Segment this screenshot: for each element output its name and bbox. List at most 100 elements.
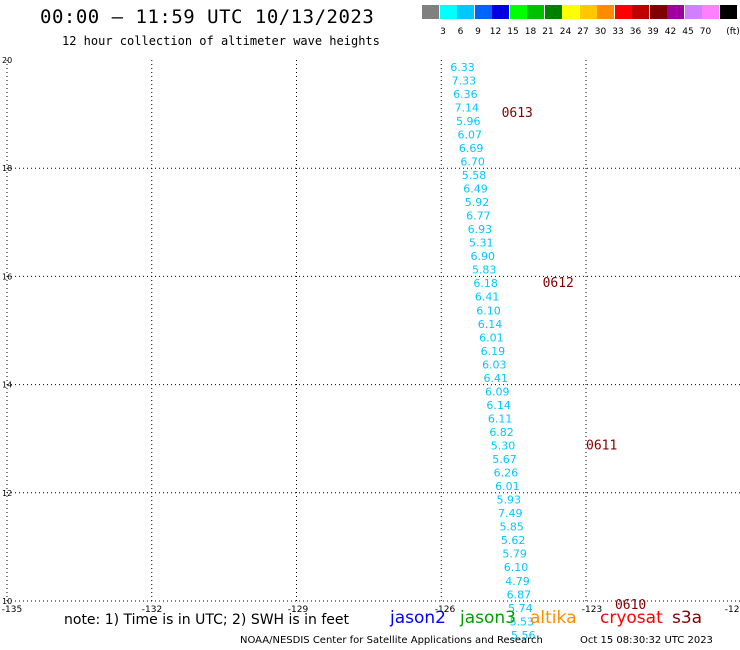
colorbar-label: 24 bbox=[559, 27, 572, 37]
colorbar-label: 42 bbox=[664, 27, 677, 37]
x-tick-label: -132 bbox=[142, 605, 162, 615]
wave-height-label: 6.14 bbox=[486, 399, 511, 412]
wave-height-label: 5.62 bbox=[501, 534, 526, 547]
colorbar-label: 27 bbox=[577, 27, 589, 37]
wave-height-label: 5.31 bbox=[469, 237, 494, 250]
y-tick-label: 18 bbox=[2, 164, 12, 173]
legend-cryosat: cryosat bbox=[600, 608, 663, 628]
colorbar-swatch bbox=[509, 5, 527, 19]
wave-height-label: 4.79 bbox=[505, 575, 530, 588]
chart-title: 00:00 – 11:59 UTC 10/13/2023 bbox=[40, 6, 375, 28]
y-tick-label: 14 bbox=[2, 381, 12, 390]
y-tick-label: 12 bbox=[2, 489, 12, 498]
wave-height-label: 6.09 bbox=[485, 385, 510, 398]
wave-height-label: 6.90 bbox=[470, 250, 495, 263]
wave-height-label: 5.96 bbox=[456, 115, 481, 128]
wave-height-label: 5.79 bbox=[502, 548, 527, 561]
wave-height-label: 6.10 bbox=[504, 561, 529, 574]
colorbar-label: 9 bbox=[475, 27, 481, 37]
wave-height-label: 5.93 bbox=[497, 494, 522, 507]
x-tick-label: -135 bbox=[2, 605, 22, 615]
wave-height-label: 6.36 bbox=[453, 88, 478, 101]
wave-height-label: 7.33 bbox=[452, 74, 477, 87]
wave-height-label: 5.85 bbox=[499, 521, 524, 534]
wave-height-label: 5.53 bbox=[510, 615, 535, 628]
x-tick-label: -123 bbox=[582, 605, 602, 615]
wave-height-label: 6.01 bbox=[495, 480, 520, 493]
time-label: 0613 bbox=[502, 106, 533, 121]
colorbar-label: 15 bbox=[507, 27, 519, 37]
colorbar-swatch bbox=[702, 5, 719, 19]
wave-height-label: 6.10 bbox=[476, 304, 501, 317]
legend-altika: altika bbox=[530, 608, 577, 628]
colorbar-label: 21 bbox=[542, 27, 554, 37]
colorbar-label: 18 bbox=[524, 27, 537, 37]
wave-height-label: 6.18 bbox=[473, 277, 498, 290]
colorbar-label: 33 bbox=[612, 27, 624, 37]
wave-height-label: 5.83 bbox=[472, 264, 497, 277]
wave-height-label: 6.77 bbox=[466, 210, 491, 223]
colorbar-swatch bbox=[667, 5, 684, 19]
colorbar-swatch bbox=[632, 5, 649, 19]
wave-height-label: 6.82 bbox=[489, 426, 514, 439]
legend-jason2: jason2 bbox=[390, 608, 446, 628]
wave-height-label: 6.26 bbox=[494, 467, 519, 480]
y-tick-label: 20 bbox=[2, 56, 12, 65]
wave-height-label: 5.74 bbox=[508, 602, 533, 615]
colorbar-label: 30 bbox=[594, 27, 607, 37]
colorbar-swatch bbox=[544, 5, 562, 19]
wave-height-label: 5.67 bbox=[492, 453, 517, 466]
wave-height-label: 6.69 bbox=[459, 142, 484, 155]
legend-jason3: jason3 bbox=[460, 608, 516, 628]
wave-height-label: 6.41 bbox=[484, 372, 509, 385]
colorbar-swatch bbox=[597, 5, 614, 19]
wave-height-label: 6.07 bbox=[457, 128, 482, 141]
chart-subtitle: 12 hour collection of altimeter wave hei… bbox=[62, 34, 380, 48]
wave-height-label: 6.33 bbox=[450, 61, 475, 74]
y-tick-label: 16 bbox=[2, 272, 12, 281]
colorbar-swatch bbox=[649, 5, 667, 19]
wave-height-label: 6.70 bbox=[460, 155, 485, 168]
wave-height-label: 5.92 bbox=[465, 196, 490, 209]
colorbar-label: 70 bbox=[699, 27, 712, 37]
colorbar-unit: (ft) bbox=[726, 27, 740, 37]
colorbar-swatch bbox=[719, 5, 737, 19]
wave-height-label: 7.49 bbox=[498, 507, 523, 520]
footer-organization: NOAA/NESDIS Center for Satellite Applica… bbox=[240, 635, 543, 646]
colorbar-swatch bbox=[684, 5, 702, 19]
colorbar-label: 36 bbox=[629, 27, 642, 37]
colorbar-swatch bbox=[579, 5, 597, 19]
colorbar-swatch bbox=[527, 5, 544, 19]
footer-timestamp: Oct 15 08:30:32 UTC 2023 bbox=[580, 635, 713, 646]
x-tick-label: -129 bbox=[288, 605, 309, 615]
wave-height-label: 5.58 bbox=[462, 169, 487, 182]
colorbar-label: 45 bbox=[682, 27, 694, 37]
legend-s3a: s3a bbox=[672, 608, 703, 628]
wave-height-label: 6.93 bbox=[468, 223, 493, 236]
time-label: 0611 bbox=[586, 439, 617, 454]
note-text: note: 1) Time is in UTC; 2) SWH is in fe… bbox=[64, 612, 350, 628]
wave-height-label: 6.03 bbox=[482, 358, 507, 371]
time-label: 0612 bbox=[543, 276, 574, 291]
time-label: 0610 bbox=[615, 598, 646, 613]
wave-height-label: 6.14 bbox=[478, 318, 503, 331]
wave-height-label: 6.19 bbox=[481, 345, 506, 358]
colorbar-swatch bbox=[457, 5, 474, 19]
colorbar-swatch bbox=[439, 5, 457, 19]
wave-height-label: 7.14 bbox=[455, 101, 480, 114]
wave-height-label: 6.11 bbox=[488, 412, 513, 425]
colorbar-label: 39 bbox=[647, 27, 659, 37]
wave-height-label: 6.49 bbox=[463, 183, 488, 196]
colorbar-swatch bbox=[562, 5, 579, 19]
y-tick-label: 10 bbox=[2, 597, 12, 606]
x-tick-label: -126 bbox=[435, 605, 456, 615]
wave-height-label: 5.30 bbox=[491, 440, 516, 453]
colorbar-label: 6 bbox=[457, 27, 464, 37]
wave-height-label: 6.87 bbox=[507, 588, 532, 601]
colorbar-label: 3 bbox=[440, 27, 446, 37]
wave-height-label: 5.56 bbox=[511, 629, 536, 642]
colorbar-swatch bbox=[492, 5, 509, 19]
wave-height-label: 6.01 bbox=[479, 331, 504, 344]
colorbar-swatch bbox=[422, 5, 439, 19]
